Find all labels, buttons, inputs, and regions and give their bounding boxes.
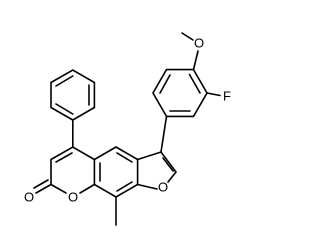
- bond: [136, 183, 158, 190]
- atom-label: O: [158, 179, 168, 194]
- ring: [136, 151, 178, 183]
- bond: [50, 183, 67, 194]
- ring: [50, 69, 96, 121]
- atom-label: O: [68, 189, 78, 204]
- bonds: [33, 32, 221, 226]
- ring: [152, 68, 208, 118]
- double-bond: [33, 179, 49, 189]
- molecule-diagram: O F O O O: [24, 32, 231, 226]
- double-bond: [162, 157, 174, 172]
- bond: [181, 32, 194, 41]
- double-bond: [116, 152, 133, 163]
- double-bond: [55, 75, 74, 87]
- bond: [160, 115, 168, 153]
- bond: [35, 183, 52, 194]
- double-bond: [55, 103, 74, 115]
- bond: [206, 92, 221, 97]
- atom-label: O: [24, 189, 34, 204]
- double-bond: [116, 181, 133, 192]
- double-bond: [159, 74, 171, 94]
- ring: [93, 146, 139, 198]
- atom-label: F: [223, 88, 231, 103]
- bond: [79, 183, 96, 194]
- atom-label: O: [194, 35, 204, 50]
- double-bond: [55, 152, 73, 163]
- bond: [192, 50, 199, 71]
- double-bond: [188, 73, 201, 94]
- ring: [50, 146, 96, 186]
